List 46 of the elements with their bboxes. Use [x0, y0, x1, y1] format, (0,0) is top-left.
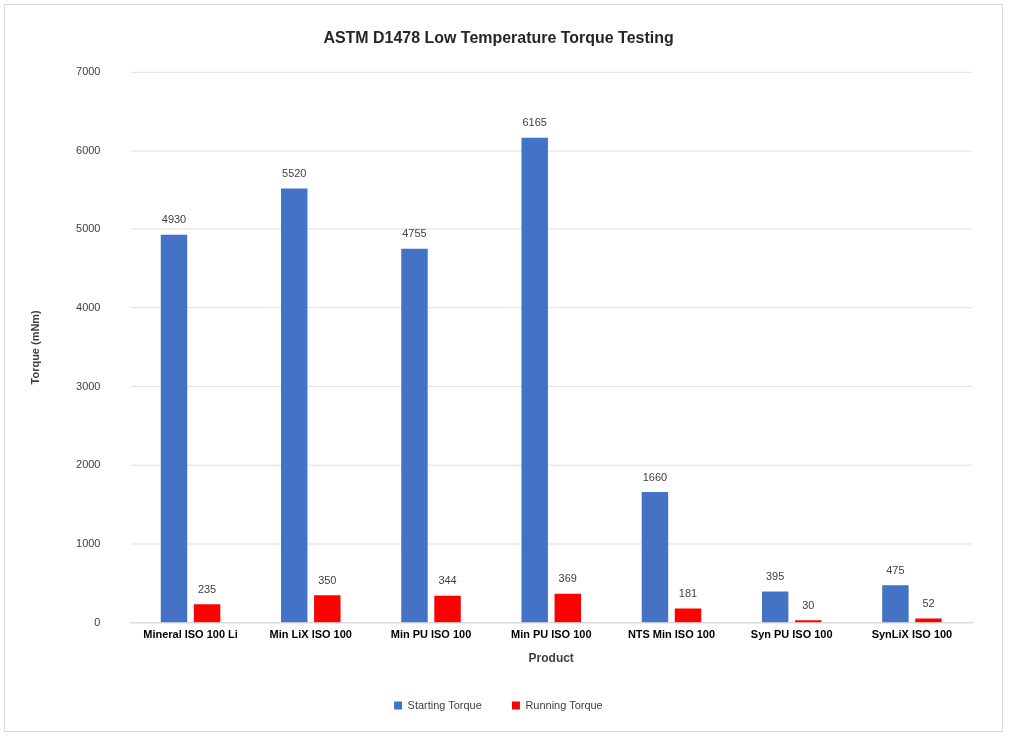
x-tick-label: SynLiX ISO 100 — [871, 628, 953, 641]
bar — [401, 248, 428, 623]
bar — [641, 492, 669, 623]
data-label: 344 — [438, 574, 457, 587]
data-label: 5520 — [282, 167, 307, 180]
legend-label: Starting Torque — [407, 698, 482, 711]
x-tick-label: NTS Min ISO 100 — [627, 628, 716, 641]
bar — [434, 595, 461, 623]
data-label: 369 — [558, 572, 577, 585]
y-tick-label: 7000 — [76, 65, 101, 78]
x-tick-label: Min LiX ISO 100 — [269, 628, 352, 641]
data-label: 181 — [678, 587, 698, 600]
bar — [554, 593, 581, 623]
y-tick-label: 5000 — [76, 222, 101, 235]
y-tick-label: 2000 — [76, 458, 101, 471]
bar — [761, 591, 789, 623]
data-label: 4930 — [161, 213, 187, 226]
data-label: 6165 — [522, 116, 547, 129]
bar — [193, 604, 221, 623]
y-tick-label: 0 — [94, 615, 101, 628]
y-tick-label: 3000 — [76, 379, 101, 392]
bar — [281, 188, 308, 623]
y-axis-title: Torque (mNm) — [28, 309, 41, 385]
bar — [521, 137, 548, 623]
y-tick-label: 4000 — [76, 301, 101, 314]
x-axis-title: Product — [528, 651, 574, 666]
x-tick-label: Mineral ISO 100 Li — [143, 628, 238, 641]
y-tick-label: 6000 — [76, 143, 101, 156]
data-label: 30 — [802, 598, 815, 611]
y-tick-label: 1000 — [76, 537, 101, 550]
data-label: 235 — [197, 582, 217, 595]
legend-label: Running Torque — [525, 698, 603, 711]
data-label: 52 — [922, 597, 935, 610]
data-label: 4755 — [402, 227, 427, 240]
data-label: 1660 — [642, 470, 668, 483]
data-label: 475 — [886, 563, 905, 576]
bar — [882, 585, 909, 623]
data-label: 395 — [766, 570, 785, 583]
data-label: 350 — [318, 573, 337, 586]
chart-title: ASTM D1478 Low Temperature Torque Testing — [323, 28, 674, 46]
x-tick-label: Min PU ISO 100 — [390, 628, 472, 641]
x-tick-label: Min PU ISO 100 — [510, 628, 592, 641]
bar — [314, 595, 341, 623]
bar — [674, 608, 702, 623]
x-tick-label: Syn PU ISO 100 — [750, 628, 833, 641]
bar — [160, 234, 188, 623]
